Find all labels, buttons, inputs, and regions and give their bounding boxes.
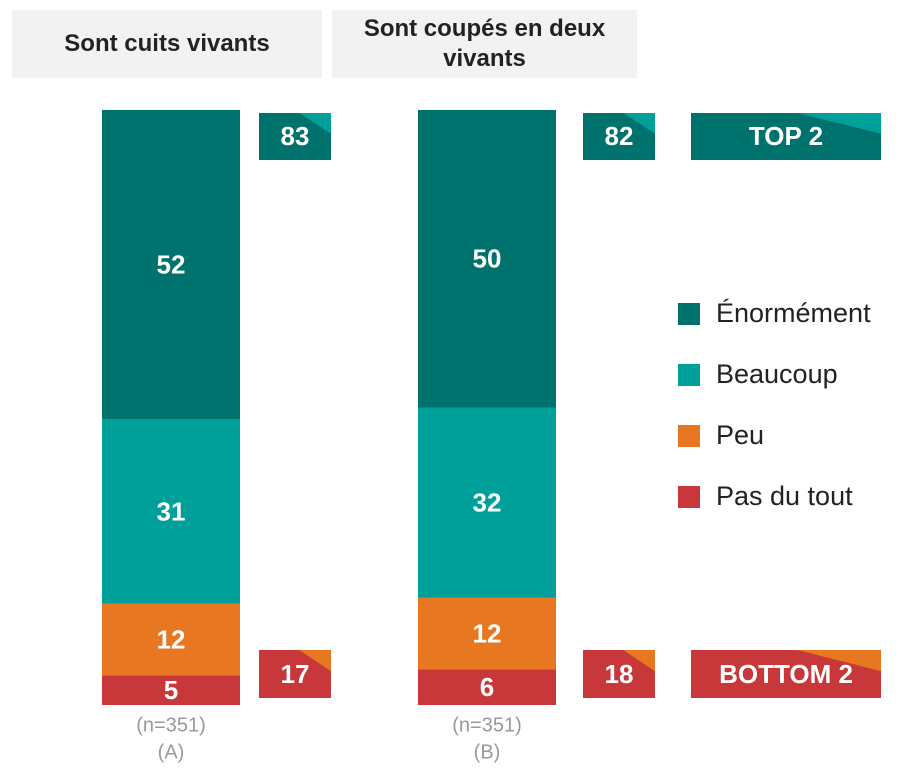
top2-tag-label: TOP 2 — [749, 121, 823, 151]
legend-label: Beaucoup — [716, 359, 838, 389]
bar-segment — [418, 597, 556, 670]
top2-box — [259, 113, 331, 160]
group-label: (B) — [474, 741, 501, 763]
legend-label: Peu — [716, 420, 764, 450]
top2-label: 83 — [281, 121, 310, 151]
bottom2-label: 17 — [281, 659, 310, 689]
bar-segment — [102, 419, 240, 604]
bottom2-box — [259, 650, 331, 698]
bar-segment — [418, 407, 556, 598]
data-label: 5 — [164, 675, 178, 705]
data-label: 12 — [157, 624, 186, 654]
legend-swatch — [678, 364, 700, 386]
bottom2-box — [583, 650, 655, 698]
sample-size: (n=351) — [452, 714, 522, 736]
bar-segment — [418, 110, 556, 408]
column-header: Sont coupés en deux vivants — [332, 10, 637, 78]
data-label: 52 — [157, 250, 186, 280]
bar-segment — [102, 110, 240, 420]
bar-segment — [102, 675, 240, 705]
top2-label: 82 — [605, 121, 634, 151]
top2-tag — [691, 113, 881, 160]
bottom2-tag-label: BOTTOM 2 — [719, 659, 853, 689]
bottom2-tag — [691, 650, 881, 698]
bottom2-label: 18 — [605, 659, 634, 689]
bar-segment — [102, 603, 240, 676]
bar-segment — [418, 669, 556, 705]
legend-label: Pas du tout — [716, 481, 853, 511]
legend-swatch — [678, 425, 700, 447]
legend-swatch — [678, 303, 700, 325]
data-label: 31 — [157, 497, 186, 527]
column-header: Sont cuits vivants — [12, 10, 322, 78]
top2-box — [583, 113, 655, 160]
data-label: 50 — [473, 244, 502, 274]
legend-label: Énormément — [716, 298, 871, 328]
group-label: (A) — [158, 741, 185, 763]
data-label: 32 — [473, 488, 502, 518]
data-label: 6 — [480, 672, 494, 702]
sample-size: (n=351) — [136, 714, 206, 736]
legend-swatch — [678, 486, 700, 508]
data-label: 12 — [473, 618, 502, 648]
